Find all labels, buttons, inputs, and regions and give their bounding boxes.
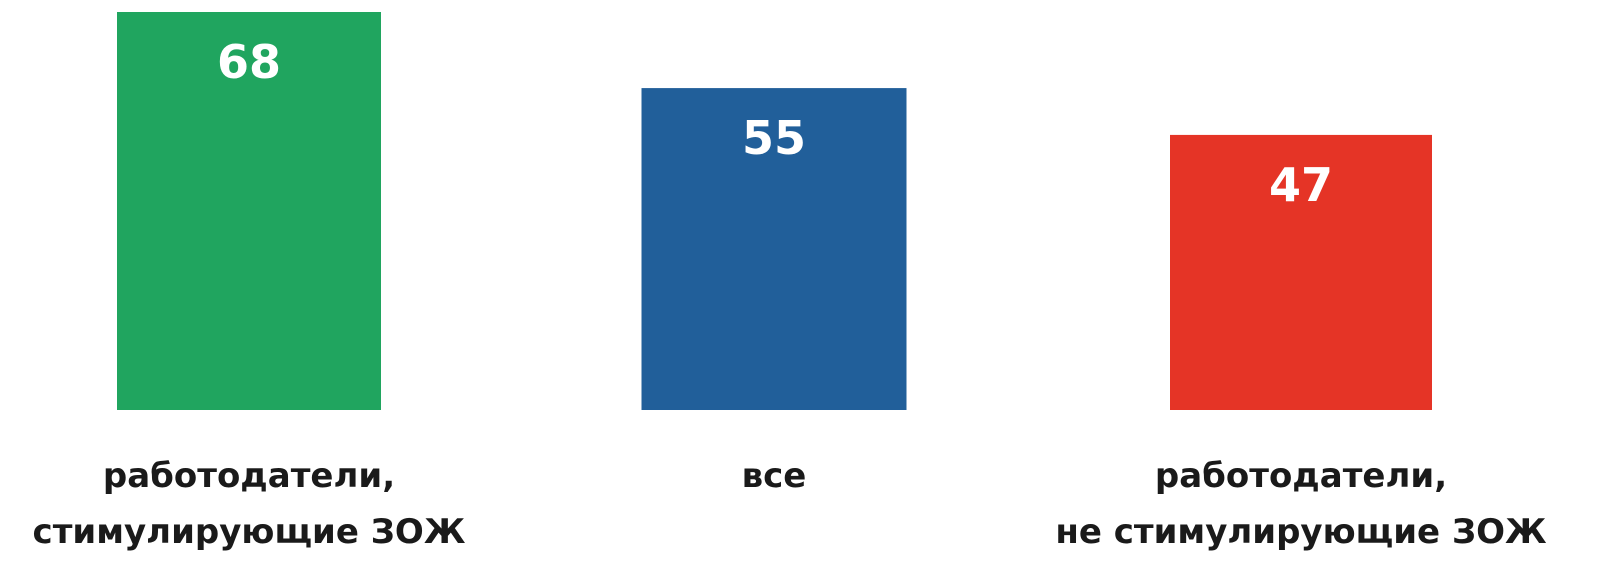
bar-0 (117, 12, 381, 410)
bar-value-label-0: 68 (217, 35, 281, 89)
category-label-2-line-0: работодатели, (1155, 456, 1447, 496)
bar-1 (641, 88, 907, 411)
category-label-2-line-1: не стимулирующие ЗОЖ (1055, 512, 1547, 552)
bar-value-label-1: 55 (742, 111, 806, 165)
category-label-0-line-1: стимулирующие ЗОЖ (33, 512, 466, 552)
bar-value-label-2: 47 (1269, 158, 1333, 212)
bar-2 (1170, 134, 1432, 411)
category-label-0-line-0: работодатели, (103, 456, 395, 496)
category-label-1-line-0: все (742, 456, 807, 496)
